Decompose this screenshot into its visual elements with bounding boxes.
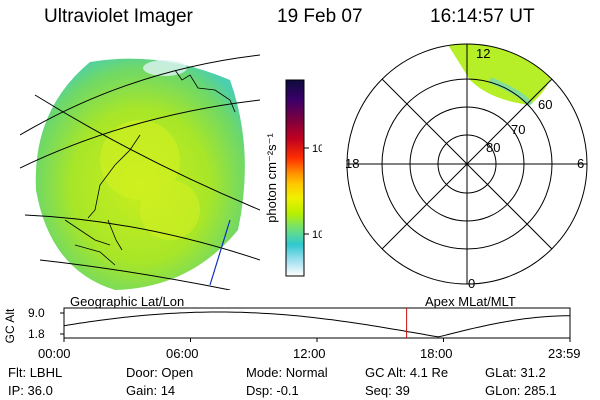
header-date: 19 Feb 07 bbox=[277, 6, 363, 27]
info-flt: Flt: LBHL bbox=[8, 365, 63, 380]
lat-label-70: 70 bbox=[511, 122, 525, 137]
altitude-plot: GC Alt 9.0 1.8 bbox=[3, 306, 571, 343]
geographic-image bbox=[20, 54, 260, 290]
time-tick-0600: 06:00 bbox=[166, 346, 199, 361]
lat-label-60: 60 bbox=[538, 97, 552, 112]
alt-y-tick-9: 9.0 bbox=[28, 306, 45, 320]
mlt-label-12: 12 bbox=[476, 46, 490, 61]
app-title: Ultraviolet Imager bbox=[44, 6, 193, 27]
info-gc-alt: GC Alt: 4.1 Re bbox=[365, 365, 449, 380]
time-tick-1800: 18:00 bbox=[420, 346, 453, 361]
alt-y-label: GC Alt bbox=[3, 308, 17, 343]
info-dsp: Dsp: -0.1 bbox=[246, 383, 299, 398]
polar-grid bbox=[346, 43, 588, 285]
polar-plot: 60 70 80 12 18 6 0 bbox=[345, 43, 588, 290]
time-tick-0000: 00:00 bbox=[38, 346, 71, 361]
colorbar-gradient bbox=[285, 79, 305, 277]
mlt-label-6: 6 bbox=[577, 156, 584, 171]
apex-mlat-title: Apex MLat/MLT bbox=[425, 294, 516, 309]
mlt-label-0: 0 bbox=[468, 276, 475, 290]
info-seq: Seq: 39 bbox=[365, 383, 410, 398]
info-glat: GLat: 31.2 bbox=[485, 365, 546, 380]
lat-lon-grid bbox=[20, 54, 260, 290]
alt-plot-frame bbox=[63, 307, 571, 339]
info-gain: Gain: 14 bbox=[126, 383, 176, 398]
mlt-label-18: 18 bbox=[345, 156, 359, 171]
time-tick-1200: 12:00 bbox=[293, 346, 326, 361]
colorbar-label: photon cm⁻²s⁻¹ bbox=[264, 133, 279, 223]
aurora-oval-segment bbox=[445, 44, 553, 105]
info-door: Door: Open bbox=[126, 365, 194, 380]
geo-latlon-title: Geographic Lat/Lon bbox=[70, 294, 185, 309]
lat-label-80: 80 bbox=[486, 140, 500, 155]
info-mode: Mode: Normal bbox=[246, 365, 328, 380]
alt-y-tick-1-8: 1.8 bbox=[28, 327, 45, 341]
altitude-curve bbox=[63, 311, 570, 338]
time-tick-2359: 23:59 bbox=[548, 346, 581, 361]
info-glon: GLon: 285.1 bbox=[485, 383, 557, 398]
coastlines bbox=[64, 69, 236, 266]
colorbar-tick-100: 100 bbox=[312, 143, 322, 155]
header-time: 16:14:57 UT bbox=[430, 6, 535, 27]
info-ip: IP: 36.0 bbox=[8, 383, 53, 398]
colorbar: 100 10 photon cm⁻²s⁻¹ bbox=[264, 79, 322, 277]
colorbar-tick-10: 10 bbox=[312, 229, 322, 241]
